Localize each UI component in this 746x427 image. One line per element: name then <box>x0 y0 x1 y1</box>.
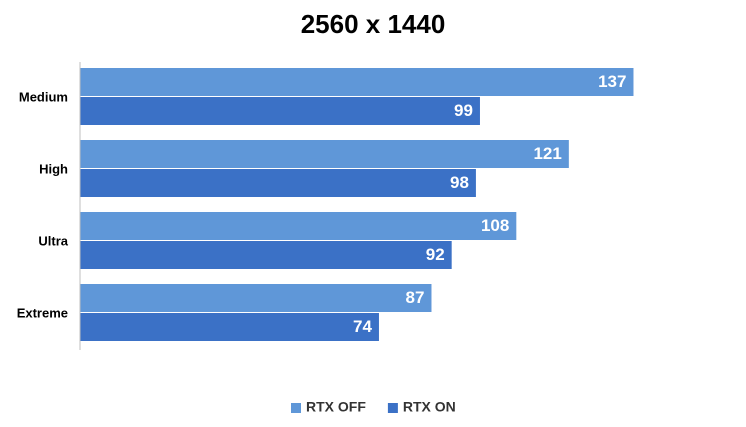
bar <box>80 284 432 312</box>
bar <box>80 68 634 96</box>
data-label: 98 <box>450 173 469 192</box>
legend-swatch <box>291 403 301 413</box>
y-tick-label: Extreme <box>17 305 68 320</box>
y-tick-label: Ultra <box>38 233 68 248</box>
legend-label: RTX OFF <box>306 399 366 415</box>
y-tick-label: High <box>39 161 68 176</box>
bar <box>80 140 569 168</box>
chart-title: 2560 x 1440 <box>301 9 446 39</box>
legend-label: RTX ON <box>403 399 456 415</box>
data-label: 99 <box>454 101 473 120</box>
data-label: 87 <box>406 288 425 307</box>
data-label: 137 <box>598 72 626 91</box>
y-tick-label: Medium <box>19 89 68 104</box>
data-label: 74 <box>353 317 372 336</box>
data-label: 121 <box>533 144 561 163</box>
bar <box>80 212 517 240</box>
bar <box>80 313 379 341</box>
data-label: 92 <box>426 245 445 264</box>
bar <box>80 241 452 269</box>
legend-swatch <box>387 403 398 413</box>
data-label: 108 <box>481 216 509 235</box>
bar <box>80 169 476 197</box>
bar <box>80 97 480 125</box>
